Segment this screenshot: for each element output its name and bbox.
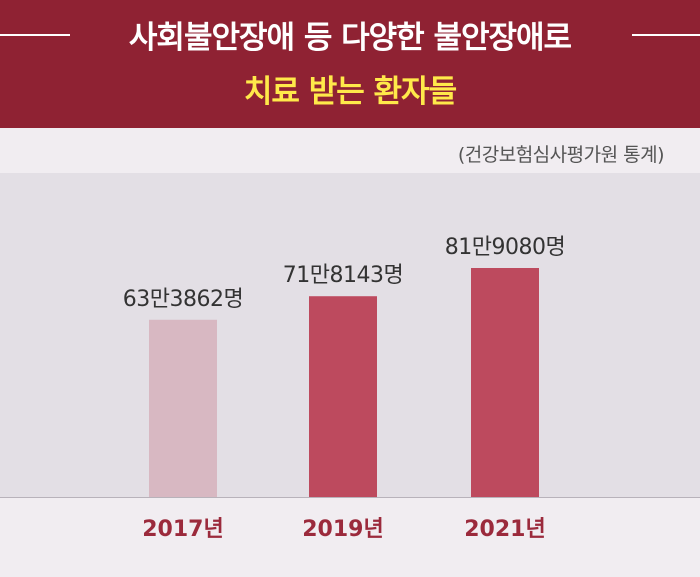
x-tick-label-2017년: 2017년 [142,517,223,542]
title-rule-right [632,34,700,36]
value-label-2019년: 71만8143명 [283,263,403,288]
bar-2019년 [309,296,377,497]
bar-2017년 [149,319,217,497]
header-banner: 사회불안장애 등 다양한 불안장애로 치료 받는 환자들 [0,0,700,128]
x-axis-baseline [0,497,700,498]
source-note: (건강보험심사평가원 통계) [457,144,665,166]
value-label-2021년: 81만9080명 [445,235,565,260]
chart-title-line1: 사회불안장애 등 다양한 불안장애로 [128,20,572,56]
bar-2021년 [471,268,539,497]
x-tick-label-2021년: 2021년 [464,517,545,542]
title-rule-left [0,34,70,36]
x-tick-label-2019년: 2019년 [302,517,383,542]
chart-title-line2: 치료 받는 환자들 [243,74,457,110]
value-label-2017년: 63만3862명 [123,287,243,312]
